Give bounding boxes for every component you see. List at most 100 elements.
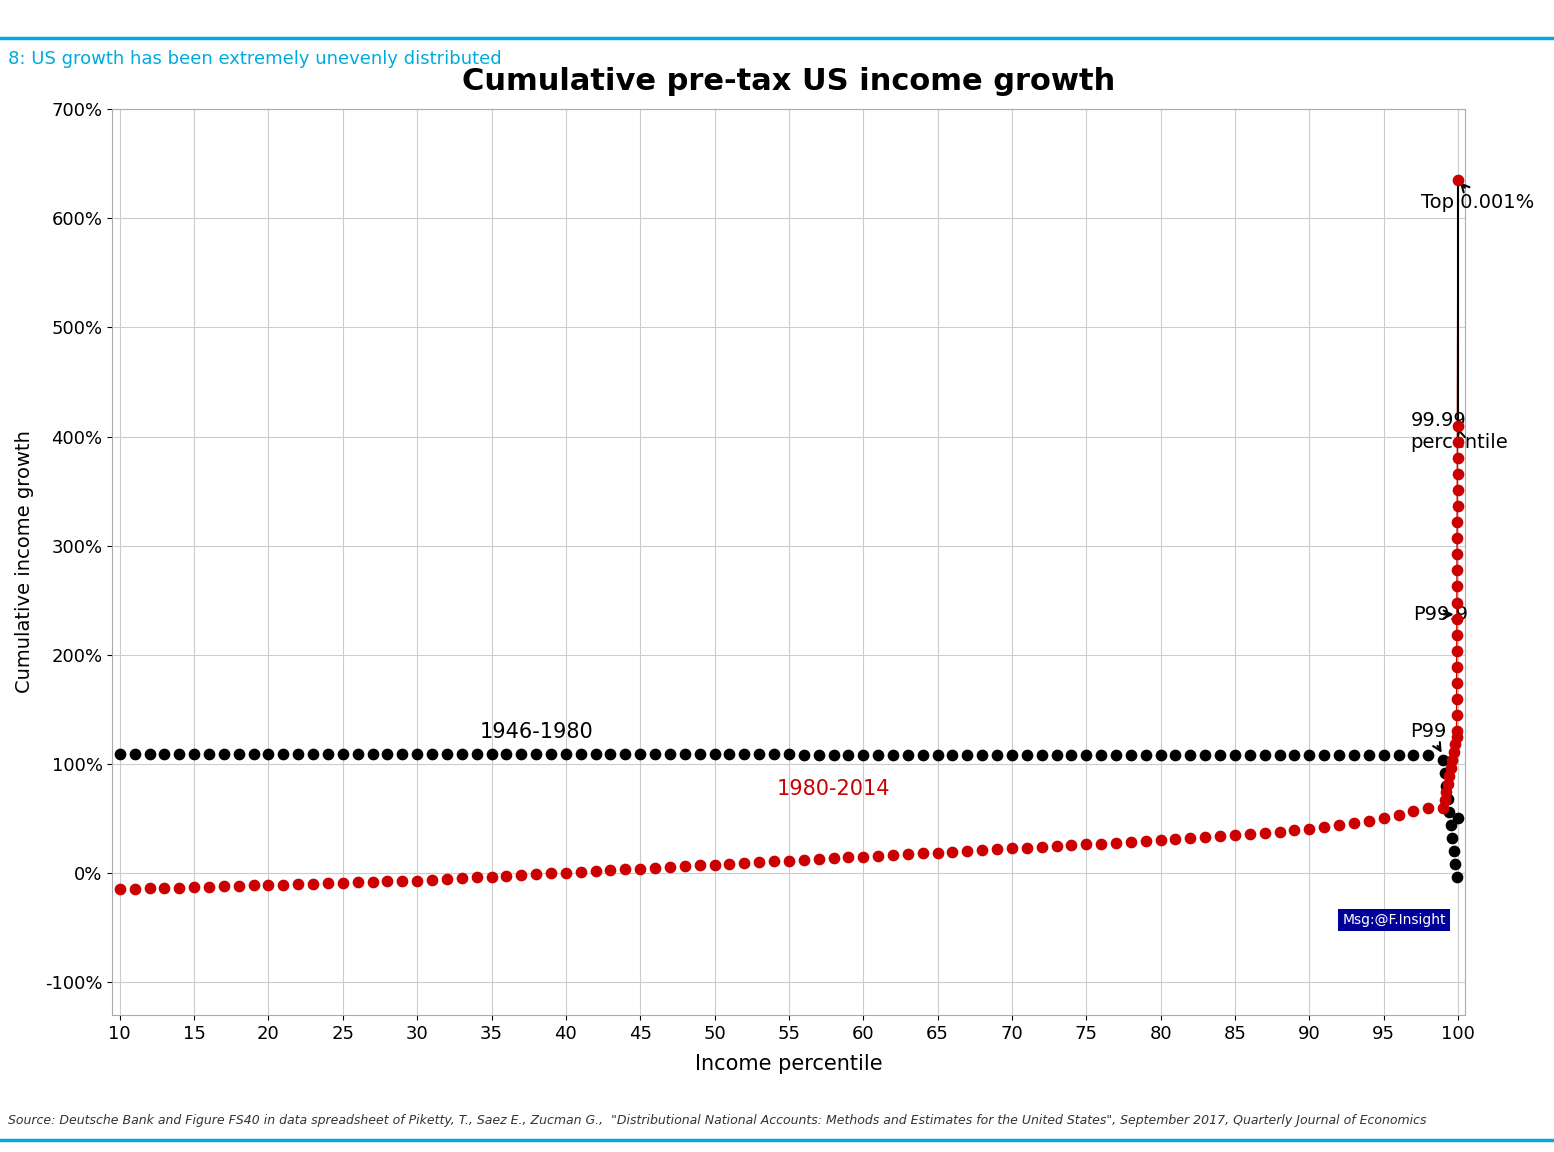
Point	[390, 744, 415, 763]
Point	[702, 745, 727, 764]
Point	[1237, 746, 1262, 765]
Point	[137, 744, 162, 763]
Point	[435, 745, 460, 764]
Point	[137, 879, 162, 897]
Point	[449, 745, 474, 764]
Point	[657, 745, 682, 764]
Point	[1445, 497, 1470, 515]
Point	[1444, 690, 1469, 708]
Point	[1029, 745, 1054, 764]
Point	[850, 848, 875, 866]
Point	[1445, 593, 1470, 612]
Point	[1089, 745, 1114, 764]
Point	[524, 745, 549, 764]
Point	[1439, 828, 1464, 847]
Point	[881, 745, 906, 764]
Point	[1133, 832, 1158, 850]
Point	[449, 869, 474, 887]
Y-axis label: Cumulative income growth: Cumulative income growth	[16, 431, 34, 694]
Point	[836, 745, 861, 764]
Point	[331, 873, 356, 892]
Point	[1044, 745, 1069, 764]
Point	[850, 745, 875, 764]
Text: Source: Deutsche Bank and Figure FS40 in data spreadsheet of Piketty, T., Saez E: Source: Deutsche Bank and Figure FS40 in…	[8, 1114, 1427, 1127]
Point	[583, 862, 608, 880]
Point	[747, 852, 772, 871]
Point	[1193, 745, 1218, 764]
Point	[256, 876, 281, 894]
Point	[1436, 789, 1461, 808]
Point	[508, 745, 533, 764]
Text: P99: P99	[1411, 721, 1447, 751]
Point	[286, 744, 311, 763]
Point	[1436, 767, 1461, 786]
Point	[747, 745, 772, 764]
Point	[1434, 782, 1459, 801]
Point	[1445, 626, 1470, 644]
Point	[1162, 745, 1187, 764]
Point	[954, 842, 979, 861]
Point	[999, 839, 1024, 857]
Text: 99.99
percentile: 99.99 percentile	[1411, 410, 1509, 452]
Point	[1439, 751, 1464, 770]
Text: P99.9: P99.9	[1414, 605, 1469, 624]
Point	[1162, 829, 1187, 848]
Point	[1445, 642, 1470, 660]
Text: 8: US growth has been extremely unevenly distributed: 8: US growth has been extremely unevenly…	[8, 50, 502, 68]
Point	[539, 745, 564, 764]
Point	[256, 744, 281, 763]
Point	[1267, 823, 1291, 841]
Point	[1044, 836, 1069, 855]
Point	[123, 744, 148, 763]
Point	[1437, 816, 1462, 834]
Point	[1441, 743, 1465, 761]
Point	[1444, 674, 1469, 692]
Point	[404, 871, 429, 889]
Point	[836, 848, 861, 866]
Point	[1223, 746, 1248, 765]
Point	[1433, 790, 1458, 809]
Point	[241, 744, 266, 763]
Point	[1253, 824, 1277, 842]
Point	[569, 863, 594, 881]
Point	[807, 745, 831, 764]
Point	[569, 745, 594, 764]
Point	[1015, 745, 1040, 764]
Point	[1445, 513, 1470, 531]
Point	[1089, 834, 1114, 852]
Point	[1119, 745, 1144, 764]
Point	[1193, 828, 1218, 847]
Point	[123, 880, 148, 899]
Point	[643, 858, 668, 877]
Point	[985, 745, 1010, 764]
Point	[761, 745, 786, 764]
Point	[716, 745, 741, 764]
Point	[925, 745, 949, 764]
Point	[1207, 827, 1232, 846]
Text: Msg:@F.Insight: Msg:@F.Insight	[1343, 912, 1447, 927]
Point	[166, 878, 191, 896]
Point	[911, 745, 936, 764]
Point	[1445, 417, 1470, 435]
Point	[508, 866, 533, 885]
Point	[1445, 609, 1470, 628]
Point	[166, 744, 191, 763]
Point	[1357, 811, 1382, 829]
Point	[940, 745, 965, 764]
Point	[1434, 776, 1459, 795]
Point	[628, 859, 653, 878]
Point	[1148, 745, 1173, 764]
Text: Top 0.001%: Top 0.001%	[1420, 184, 1534, 212]
Point	[196, 744, 221, 763]
Point	[435, 870, 460, 888]
Point	[539, 864, 564, 882]
Point	[628, 745, 653, 764]
Point	[1103, 745, 1128, 764]
Point	[390, 872, 415, 890]
Point	[1327, 816, 1352, 834]
Point	[970, 841, 995, 859]
Point	[1444, 727, 1469, 745]
Point	[821, 849, 845, 867]
Point	[1327, 746, 1352, 765]
Point	[1445, 561, 1470, 579]
